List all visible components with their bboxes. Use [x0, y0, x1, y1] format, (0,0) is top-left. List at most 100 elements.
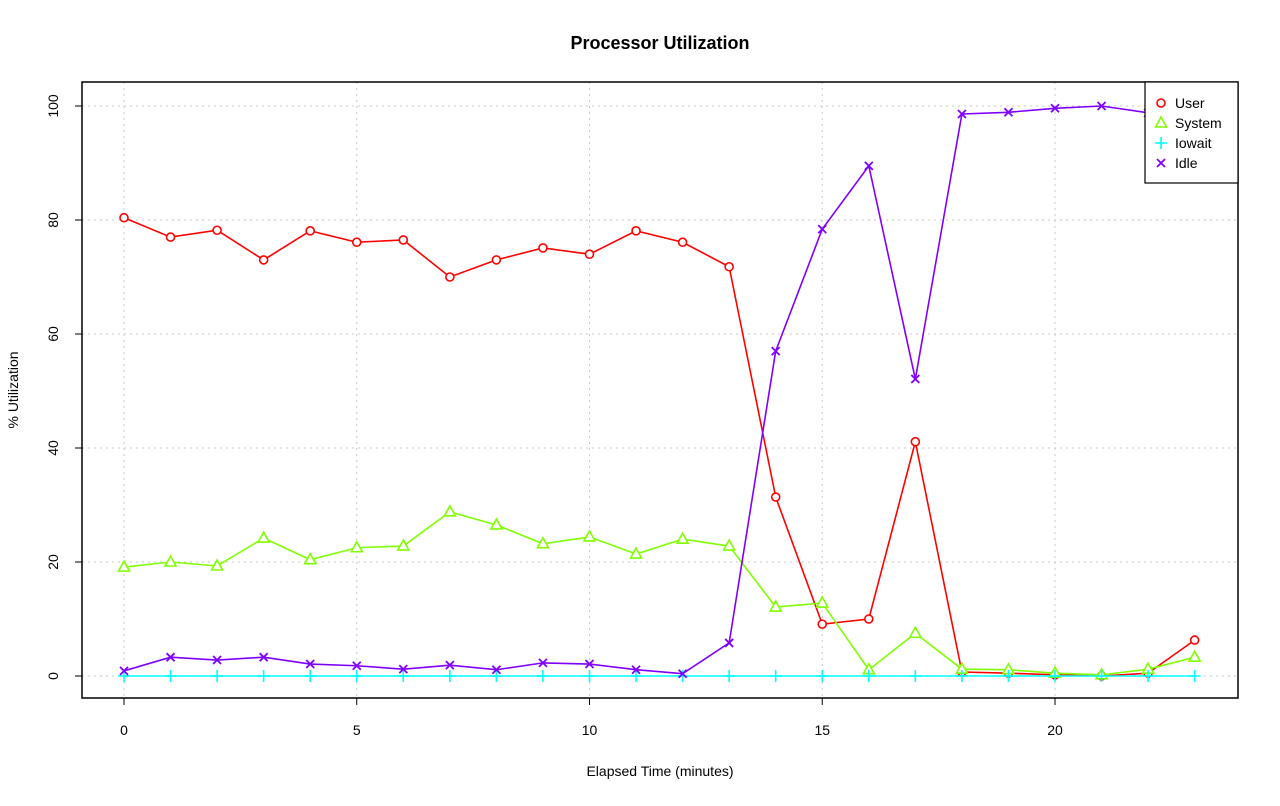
data-point	[351, 237, 362, 248]
data-point	[396, 538, 411, 551]
data-point	[771, 346, 781, 356]
data-point	[1049, 670, 1061, 682]
data-point	[1003, 107, 1014, 117]
data-point	[491, 665, 502, 675]
legend-label: User	[1175, 95, 1205, 111]
data-point	[1189, 635, 1200, 645]
series-line	[123, 216, 1196, 677]
data-point	[164, 670, 177, 682]
data-point	[815, 595, 830, 608]
data-point	[538, 243, 548, 253]
data-point	[864, 161, 874, 171]
data-point	[816, 670, 829, 682]
x-tick-label: 10	[582, 722, 598, 738]
data-point	[817, 224, 827, 234]
data-point	[1188, 670, 1201, 682]
data-point	[397, 670, 410, 682]
data-point	[863, 614, 874, 624]
axes: 0 5 10 15 20 0 20 40 60 80 100	[45, 94, 1063, 738]
data-point	[724, 638, 734, 648]
data-point	[677, 669, 688, 679]
data-point	[490, 670, 503, 682]
data-point	[210, 558, 224, 571]
legend-marker	[1156, 98, 1166, 108]
data-point	[117, 559, 131, 572]
data-point	[723, 670, 736, 682]
data-point	[350, 670, 363, 682]
data-point	[304, 670, 317, 682]
data-point	[817, 619, 828, 629]
data-point	[675, 531, 690, 545]
data-point	[768, 599, 783, 612]
data-point	[211, 670, 224, 682]
data-point	[119, 212, 129, 223]
data-point	[630, 670, 643, 682]
data-point	[257, 670, 270, 682]
data-point	[584, 659, 595, 669]
data-point	[163, 554, 178, 567]
data-point	[256, 530, 271, 543]
series-layer	[117, 101, 1202, 682]
data-point	[212, 655, 222, 665]
data-point	[398, 235, 409, 245]
x-axis-label: Elapsed Time (minutes)	[586, 763, 733, 779]
data-point	[445, 272, 455, 282]
series-line	[123, 105, 1196, 675]
data-point	[445, 660, 455, 670]
x-tick-label: 5	[353, 722, 361, 738]
data-point	[536, 536, 550, 549]
data-point	[862, 670, 875, 682]
data-point	[349, 540, 364, 553]
data-point	[398, 664, 408, 674]
grid	[82, 82, 1238, 698]
data-point	[1095, 670, 1108, 682]
data-point	[1050, 103, 1060, 113]
data-point	[443, 670, 456, 682]
data-point	[538, 658, 548, 668]
x-tick-label: 0	[120, 722, 128, 738]
data-point	[489, 517, 504, 530]
data-point	[910, 436, 921, 447]
y-axis-label: % Utilization	[5, 351, 21, 428]
data-point	[909, 670, 922, 682]
data-point	[258, 255, 269, 265]
data-point	[491, 255, 502, 265]
data-point	[259, 652, 269, 662]
legend-marker	[1155, 137, 1167, 149]
data-point	[119, 666, 129, 676]
y-tick-label: 40	[45, 440, 61, 456]
legend: User System Iowait Idle	[1144, 81, 1239, 184]
y-tick-label: 80	[45, 212, 61, 228]
data-point	[303, 552, 318, 565]
y-tick-label: 100	[45, 94, 61, 118]
data-point	[582, 529, 597, 542]
data-point	[957, 109, 967, 119]
chart-title: Processor Utilization	[570, 33, 749, 53]
x-tick-label: 20	[1047, 722, 1063, 738]
data-point	[1002, 670, 1015, 682]
data-point	[212, 225, 222, 236]
legend-marker	[1156, 158, 1166, 168]
y-tick-label: 0	[45, 672, 61, 680]
legend-label: Idle	[1175, 155, 1198, 171]
data-point	[724, 261, 734, 272]
series-idle	[119, 101, 1200, 679]
data-point	[1096, 101, 1107, 111]
data-point	[769, 670, 782, 682]
data-point	[584, 249, 595, 259]
data-point	[631, 665, 641, 675]
data-point	[442, 504, 457, 517]
series-line	[123, 510, 1195, 676]
data-point	[165, 652, 176, 662]
data-point	[677, 237, 688, 248]
legend-label: Iowait	[1175, 135, 1212, 151]
series-iowait	[118, 670, 1201, 682]
legend-marker	[1154, 115, 1168, 128]
data-point	[305, 226, 316, 236]
data-point	[629, 546, 643, 559]
data-point	[1187, 649, 1202, 662]
plot-frame	[81, 81, 1239, 699]
data-point	[955, 670, 968, 682]
data-point	[352, 661, 362, 671]
